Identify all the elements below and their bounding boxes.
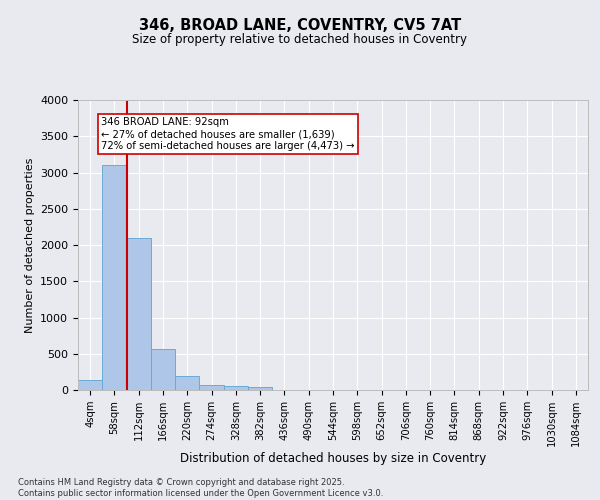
Bar — [199, 384, 224, 390]
Text: 346 BROAD LANE: 92sqm
← 27% of detached houses are smaller (1,639)
72% of semi-d: 346 BROAD LANE: 92sqm ← 27% of detached … — [101, 118, 355, 150]
Bar — [151, 348, 175, 390]
Text: Size of property relative to detached houses in Coventry: Size of property relative to detached ho… — [133, 32, 467, 46]
Text: 346, BROAD LANE, COVENTRY, CV5 7AT: 346, BROAD LANE, COVENTRY, CV5 7AT — [139, 18, 461, 32]
Bar — [248, 387, 272, 390]
Y-axis label: Number of detached properties: Number of detached properties — [25, 158, 35, 332]
X-axis label: Distribution of detached houses by size in Coventry: Distribution of detached houses by size … — [180, 452, 486, 464]
Bar — [78, 380, 102, 390]
Text: Contains HM Land Registry data © Crown copyright and database right 2025.
Contai: Contains HM Land Registry data © Crown c… — [18, 478, 383, 498]
Bar — [102, 166, 127, 390]
Bar — [175, 376, 199, 390]
Bar — [224, 386, 248, 390]
Bar — [127, 238, 151, 390]
